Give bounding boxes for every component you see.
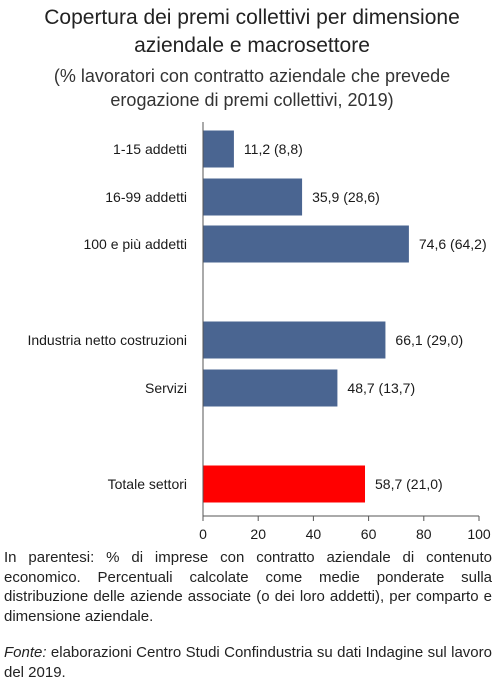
data-label-1: 35,9 (28,6) [312,189,380,205]
data-label-0: 11,2 (8,8) [244,141,303,157]
x-tick-label-2: 40 [306,526,322,542]
data-label-5: 58,7 (21,0) [375,476,443,492]
bar-chart: 1-15 addetti 11,2 (8,8) 16-99 addetti 35,9 … [27,122,491,542]
x-tick-label-0: 0 [199,526,207,542]
chart-source: Fonte: elaborazioni Centro Studi Confind… [4,643,492,682]
category-label-0: 1-15 addetti [113,141,187,157]
data-label-2: 74,6 (64,2) [419,236,487,252]
bar-5 [203,465,366,503]
chart-title: Copertura dei premi collettivi per dimen… [44,6,460,57]
source-text: elaborazioni Centro Studi Confindustria … [4,644,492,681]
chart-subtitle: (% lavoratori con contratto aziendale ch… [53,66,451,110]
category-label-4: Servizi [145,380,187,396]
x-tick-label-3: 60 [361,526,377,542]
category-label-1: 16-99 addetti [105,189,187,205]
bar-1 [203,178,303,216]
data-label-3: 66,1 (29,0) [395,332,463,348]
source-lead: Fonte: [4,644,47,661]
category-label-5: Totale settori [108,476,187,492]
bar-2 [203,225,409,263]
data-label-4: 48,7 (13,7) [347,380,415,396]
x-tick-label-1: 20 [250,526,266,542]
chart-note: In parentesi: % di imprese con contratto… [4,549,492,625]
category-label-3: Industria netto costruzioni [27,332,187,348]
x-tick-label-5: 100 [467,526,491,542]
bar-3 [203,321,386,359]
bar-0 [203,130,234,168]
x-tick-label-4: 80 [416,526,432,542]
category-label-2: 100 e più addetti [83,236,187,252]
bar-4 [203,369,338,407]
